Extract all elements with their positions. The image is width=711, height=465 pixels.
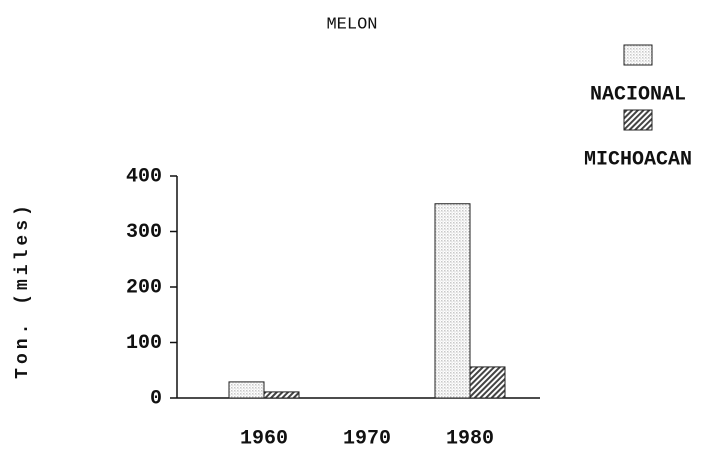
- x-tick-label: 1960: [240, 427, 288, 450]
- chart-title: MELON: [326, 15, 377, 34]
- y-tick-label: 400: [126, 165, 162, 188]
- x-tick-label: 1980: [446, 427, 494, 450]
- y-tick-label: 300: [126, 221, 162, 244]
- y-tick-label: 100: [126, 332, 162, 355]
- y-tick-label: 200: [126, 276, 162, 299]
- bar: [228, 381, 265, 399]
- legend-label: MICHOACAN: [584, 148, 692, 171]
- x-tick-label: 1970: [343, 427, 391, 450]
- legend-swatch: [623, 44, 653, 66]
- legend-label: NACIONAL: [590, 83, 686, 106]
- legend-swatch: [623, 109, 653, 131]
- bar: [263, 391, 300, 399]
- y-axis-label: Ton. (miles): [13, 201, 33, 379]
- bar: [434, 203, 471, 399]
- y-tick-label: 0: [150, 387, 162, 410]
- bar: [469, 366, 506, 399]
